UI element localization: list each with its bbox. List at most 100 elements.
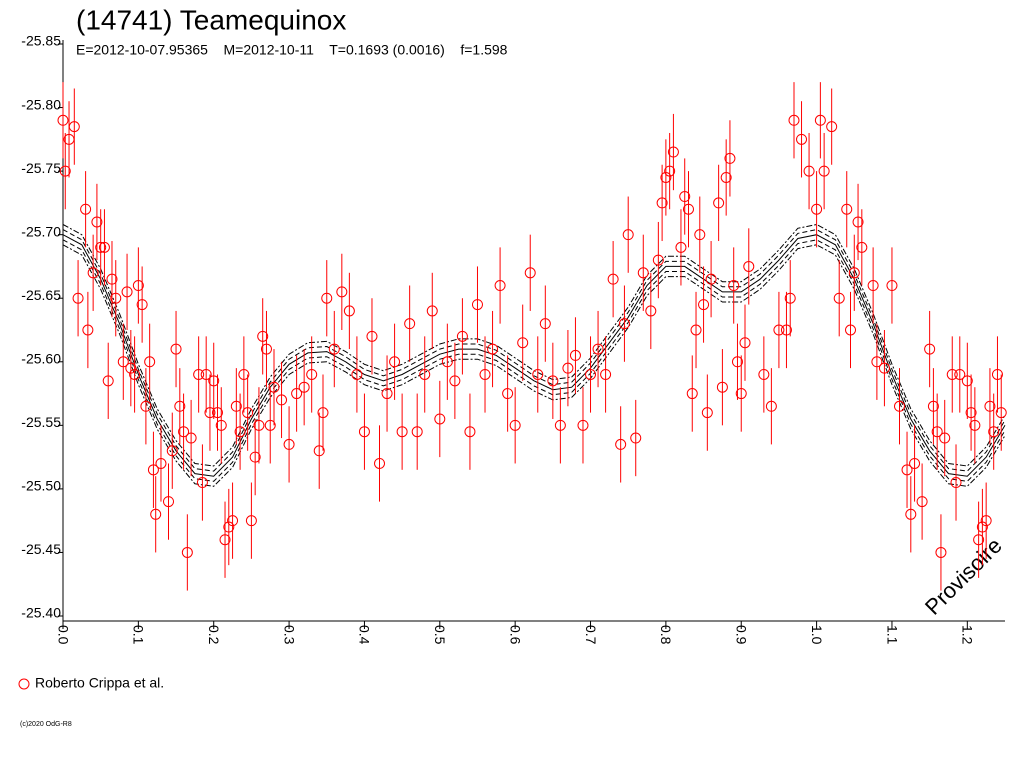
data-point (607, 273, 619, 285)
data-point (245, 515, 257, 527)
data-point (441, 356, 453, 368)
data-point (946, 368, 958, 380)
data-point (200, 368, 212, 380)
y-tick-label: -25.65 (21, 287, 61, 303)
data-point (969, 419, 981, 431)
data-point (656, 197, 668, 209)
data-point (728, 280, 740, 292)
data-point (223, 521, 235, 533)
x-tick-label: 0.0 (55, 625, 71, 645)
data-point (82, 324, 94, 336)
data-point (811, 203, 823, 215)
data-point (196, 477, 208, 489)
data-point (276, 394, 288, 406)
data-point (132, 280, 144, 292)
data-point (961, 375, 973, 387)
data-point (667, 146, 679, 158)
data-point (479, 368, 491, 380)
data-point (615, 438, 627, 450)
data-point (170, 343, 182, 355)
data-point (140, 400, 152, 412)
data-point (87, 267, 99, 279)
data-point (686, 388, 698, 400)
data-point (242, 407, 254, 419)
data-point (731, 356, 743, 368)
data-point (848, 267, 860, 279)
data-point (909, 457, 921, 469)
data-point (125, 362, 137, 374)
data-point (901, 464, 913, 476)
data-point (343, 305, 355, 317)
data-point (784, 292, 796, 304)
data-point (80, 203, 92, 215)
data-point (622, 229, 634, 241)
data-point (924, 343, 936, 355)
data-point (91, 216, 103, 228)
data-point (374, 457, 386, 469)
x-tick-label: 0.2 (206, 625, 222, 645)
data-point (219, 534, 231, 546)
data-point (238, 368, 250, 380)
data-point (988, 426, 1000, 438)
data-point (204, 407, 216, 419)
data-point (449, 375, 461, 387)
fit-band (62, 244, 1006, 487)
data-point (419, 368, 431, 380)
data-point (931, 426, 943, 438)
y-tick-label: -25.45 (21, 541, 61, 557)
data-point (283, 438, 295, 450)
data-point (814, 114, 826, 126)
data-point (694, 229, 706, 241)
data-point (645, 305, 657, 317)
data-point (227, 515, 239, 527)
data-point (509, 419, 521, 431)
data-point (720, 171, 732, 183)
data-point (351, 368, 363, 380)
data-point (57, 114, 69, 126)
data-point (59, 165, 71, 177)
legend-marker (18, 678, 30, 690)
data-point (106, 273, 118, 285)
data-point (185, 432, 197, 444)
data-point (249, 451, 261, 463)
data-point (965, 407, 977, 419)
data-point (426, 305, 438, 317)
y-tick-label: -25.60 (21, 350, 61, 366)
data-point (592, 343, 604, 355)
data-point (950, 477, 962, 489)
data-point (502, 388, 514, 400)
data-point (155, 457, 167, 469)
data-point (381, 388, 393, 400)
data-point (735, 388, 747, 400)
data-point (867, 280, 879, 292)
data-point (102, 375, 114, 387)
data-point (682, 203, 694, 215)
data-point (984, 400, 996, 412)
data-point (166, 445, 178, 457)
data-point (886, 280, 898, 292)
data-point (743, 260, 755, 272)
data-point (366, 330, 378, 342)
data-point (818, 165, 830, 177)
data-point (600, 368, 612, 380)
data-point (121, 286, 133, 298)
data-point (117, 356, 129, 368)
data-point (456, 330, 468, 342)
x-tick-label: 0.4 (357, 625, 373, 645)
y-tick-label: -25.80 (21, 96, 61, 112)
data-point (517, 337, 529, 349)
data-point (939, 432, 951, 444)
footer: (c)2020 OdG-R8 (20, 721, 72, 728)
data-point (129, 368, 141, 380)
data-point (630, 432, 642, 444)
data-point (664, 165, 676, 177)
data-point (652, 254, 664, 266)
data-point (976, 521, 988, 533)
data-point (532, 368, 544, 380)
data-point (675, 241, 687, 253)
fit-curve (62, 234, 1006, 477)
data-point (679, 191, 691, 203)
data-point (905, 508, 917, 520)
